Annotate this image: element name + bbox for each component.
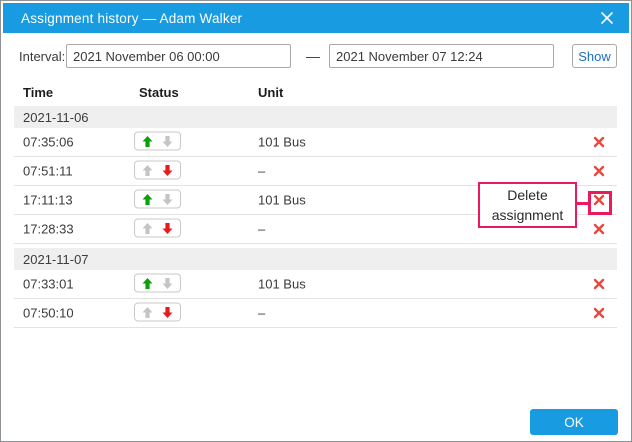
assignment-row: 07:33:01 101 Bus bbox=[14, 270, 617, 299]
arrow-up-icon bbox=[142, 165, 153, 177]
delete-x-icon bbox=[593, 135, 605, 152]
status-badge bbox=[134, 160, 181, 180]
status-badge bbox=[134, 131, 181, 151]
show-button[interactable]: Show bbox=[572, 44, 617, 68]
delete-x-icon bbox=[593, 277, 605, 294]
date-group-row: 2021-11-06 bbox=[14, 106, 617, 128]
dialog-titlebar: Assignment history — Adam Walker bbox=[3, 3, 629, 33]
interval-range-dash: — bbox=[306, 48, 320, 64]
status-toggle[interactable] bbox=[134, 218, 181, 240]
delete-x-icon bbox=[593, 193, 605, 210]
arrow-down-icon bbox=[162, 278, 173, 290]
arrow-down-icon bbox=[162, 307, 173, 319]
row-unit: 101 Bus bbox=[258, 276, 306, 292]
interval-row: Interval: — Show bbox=[19, 44, 617, 68]
status-toggle[interactable] bbox=[134, 189, 181, 211]
status-badge bbox=[134, 302, 181, 322]
status-badge bbox=[134, 189, 181, 209]
row-time: 07:33:01 bbox=[23, 276, 74, 292]
assignment-row: 07:50:10 – bbox=[14, 299, 617, 328]
delete-x-icon bbox=[593, 306, 605, 323]
status-toggle[interactable] bbox=[134, 273, 181, 295]
interval-from-input[interactable] bbox=[66, 44, 291, 68]
interval-to-input[interactable] bbox=[329, 44, 554, 68]
arrow-up-icon bbox=[142, 278, 153, 290]
row-time: 07:35:06 bbox=[23, 134, 74, 150]
arrow-down-icon bbox=[162, 223, 173, 235]
arrow-up-icon bbox=[142, 194, 153, 206]
ok-button[interactable]: OK bbox=[530, 409, 618, 435]
column-header-unit: Unit bbox=[258, 85, 284, 100]
assignment-row: 17:28:33 – bbox=[14, 215, 617, 244]
assignment-row: 17:11:13 101 Bus bbox=[14, 186, 617, 215]
interval-label: Interval: bbox=[19, 48, 66, 64]
delete-x-icon bbox=[593, 164, 605, 181]
status-badge bbox=[134, 273, 181, 293]
row-unit: 101 Bus bbox=[258, 192, 306, 208]
delete-assignment-button[interactable] bbox=[593, 223, 605, 235]
delete-assignment-button[interactable] bbox=[593, 194, 605, 206]
column-header-time: Time bbox=[23, 85, 54, 100]
table-body: 2021-11-06 07:35:06 101 Bus 07:51:11 – 17:11:… bbox=[14, 106, 617, 328]
arrow-up-icon bbox=[142, 307, 153, 319]
status-toggle[interactable] bbox=[134, 131, 181, 153]
date-group-row: 2021-11-07 bbox=[14, 248, 617, 270]
row-unit: 101 Bus bbox=[258, 134, 306, 150]
row-time: 17:28:33 bbox=[23, 221, 74, 237]
delete-assignment-button[interactable] bbox=[593, 278, 605, 290]
delete-assignment-button[interactable] bbox=[593, 307, 605, 319]
arrow-down-icon bbox=[162, 136, 173, 148]
arrow-down-icon bbox=[162, 165, 173, 177]
assignment-row: 07:51:11 – bbox=[14, 157, 617, 186]
row-time: 17:11:13 bbox=[23, 192, 73, 208]
group-date-label: 2021-11-07 bbox=[23, 251, 89, 267]
delete-assignment-button[interactable] bbox=[593, 165, 605, 177]
dialog-title: Assignment history — Adam Walker bbox=[21, 10, 243, 26]
delete-assignment-button[interactable] bbox=[593, 136, 605, 148]
column-header-status: Status bbox=[139, 85, 179, 100]
assignment-row: 07:35:06 101 Bus bbox=[14, 128, 617, 157]
arrow-up-icon bbox=[142, 136, 153, 148]
delete-x-icon bbox=[593, 222, 605, 239]
row-unit: – bbox=[258, 305, 266, 321]
status-toggle[interactable] bbox=[134, 302, 181, 324]
row-unit: – bbox=[258, 163, 266, 179]
row-time: 07:50:10 bbox=[23, 305, 74, 321]
table-header: Time Status Unit bbox=[14, 83, 617, 106]
row-time: 07:51:11 bbox=[23, 163, 73, 179]
group-date-label: 2021-11-06 bbox=[23, 109, 89, 125]
arrow-up-icon bbox=[142, 223, 153, 235]
arrow-down-icon bbox=[162, 194, 173, 206]
status-toggle[interactable] bbox=[134, 160, 181, 182]
close-icon[interactable] bbox=[598, 9, 616, 27]
status-badge bbox=[134, 218, 181, 238]
row-unit: – bbox=[258, 221, 266, 237]
